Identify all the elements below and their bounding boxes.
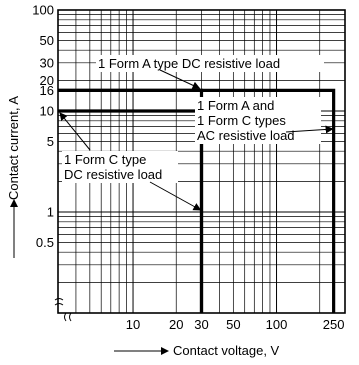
annotation-arrow: [285, 125, 334, 134]
plot-frame: [57, 9, 346, 314]
x-tick-label: 250: [323, 317, 345, 332]
y-tick-label: 30: [40, 55, 54, 70]
x-tick-label: 100: [266, 317, 288, 332]
annotation-arrow: [59, 112, 91, 151]
annotation-arrow: [159, 69, 201, 90]
series-line-1: [58, 88, 204, 313]
annotation-text: AC resistive load: [197, 128, 295, 143]
x-tick-label: 30: [194, 317, 208, 332]
annotation-background: [62, 151, 178, 183]
annotation-arrow: [149, 181, 202, 211]
y-tick-label: 10: [40, 104, 54, 119]
x-tick-label: 50: [226, 317, 240, 332]
y-tick-label: 20: [40, 73, 54, 88]
y-tick-label: 0.5: [36, 235, 54, 250]
x-tick-label: 10: [126, 317, 140, 332]
x-tick-label: 20: [169, 317, 183, 332]
annotation-text: DC resistive load: [64, 167, 162, 182]
annotation-form-a-dc: 1 Form A type DC resistive load: [96, 55, 324, 90]
annotations: 1 Form A type DC resistive load 1 Form A …: [59, 55, 334, 211]
annotation-text: 1 Form C types: [197, 113, 286, 128]
series-line-3: [58, 88, 336, 313]
y-tick-label: 1: [47, 205, 54, 220]
annotation-background: [96, 55, 324, 72]
x-axis-label: Contact voltage, V: [173, 343, 280, 358]
annotation-text: 1 Form A and: [197, 98, 274, 113]
axis-break-mark: [64, 312, 72, 322]
axis-break-mark: [54, 298, 64, 306]
y-tick-label: 16: [40, 83, 54, 98]
y-tick-label: 50: [40, 33, 54, 48]
annotation-background: [195, 97, 321, 144]
annotation-text: 1 Form A type DC resistive load: [98, 56, 280, 71]
y-axis-label: Contact current, A: [6, 96, 21, 200]
annotation-text: 1 Form C type: [64, 152, 146, 167]
y-tick-label: 100: [32, 3, 54, 18]
y-tick-label: 5: [47, 134, 54, 149]
